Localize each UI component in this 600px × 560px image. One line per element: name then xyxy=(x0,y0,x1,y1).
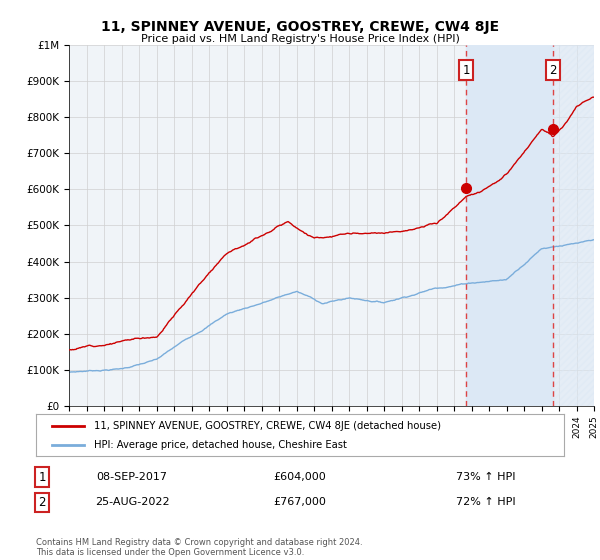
Bar xyxy=(466,45,553,406)
Text: Contains HM Land Registry data © Crown copyright and database right 2024.
This d: Contains HM Land Registry data © Crown c… xyxy=(36,538,362,557)
Text: £767,000: £767,000 xyxy=(274,497,326,507)
Text: £604,000: £604,000 xyxy=(274,472,326,482)
Text: 2: 2 xyxy=(38,496,46,509)
Text: 1: 1 xyxy=(38,470,46,484)
Text: 25-AUG-2022: 25-AUG-2022 xyxy=(95,497,169,507)
Text: 2: 2 xyxy=(549,64,557,77)
Text: 11, SPINNEY AVENUE, GOOSTREY, CREWE, CW4 8JE: 11, SPINNEY AVENUE, GOOSTREY, CREWE, CW4… xyxy=(101,20,499,34)
Text: HPI: Average price, detached house, Cheshire East: HPI: Average price, detached house, Ches… xyxy=(94,440,347,450)
Text: Price paid vs. HM Land Registry's House Price Index (HPI): Price paid vs. HM Land Registry's House … xyxy=(140,34,460,44)
Bar xyxy=(553,45,594,406)
Text: 08-SEP-2017: 08-SEP-2017 xyxy=(97,472,167,482)
Text: 73% ↑ HPI: 73% ↑ HPI xyxy=(456,472,515,482)
Text: 11, SPINNEY AVENUE, GOOSTREY, CREWE, CW4 8JE (detached house): 11, SPINNEY AVENUE, GOOSTREY, CREWE, CW4… xyxy=(94,421,441,431)
Text: 72% ↑ HPI: 72% ↑ HPI xyxy=(456,497,515,507)
Text: 1: 1 xyxy=(463,64,470,77)
